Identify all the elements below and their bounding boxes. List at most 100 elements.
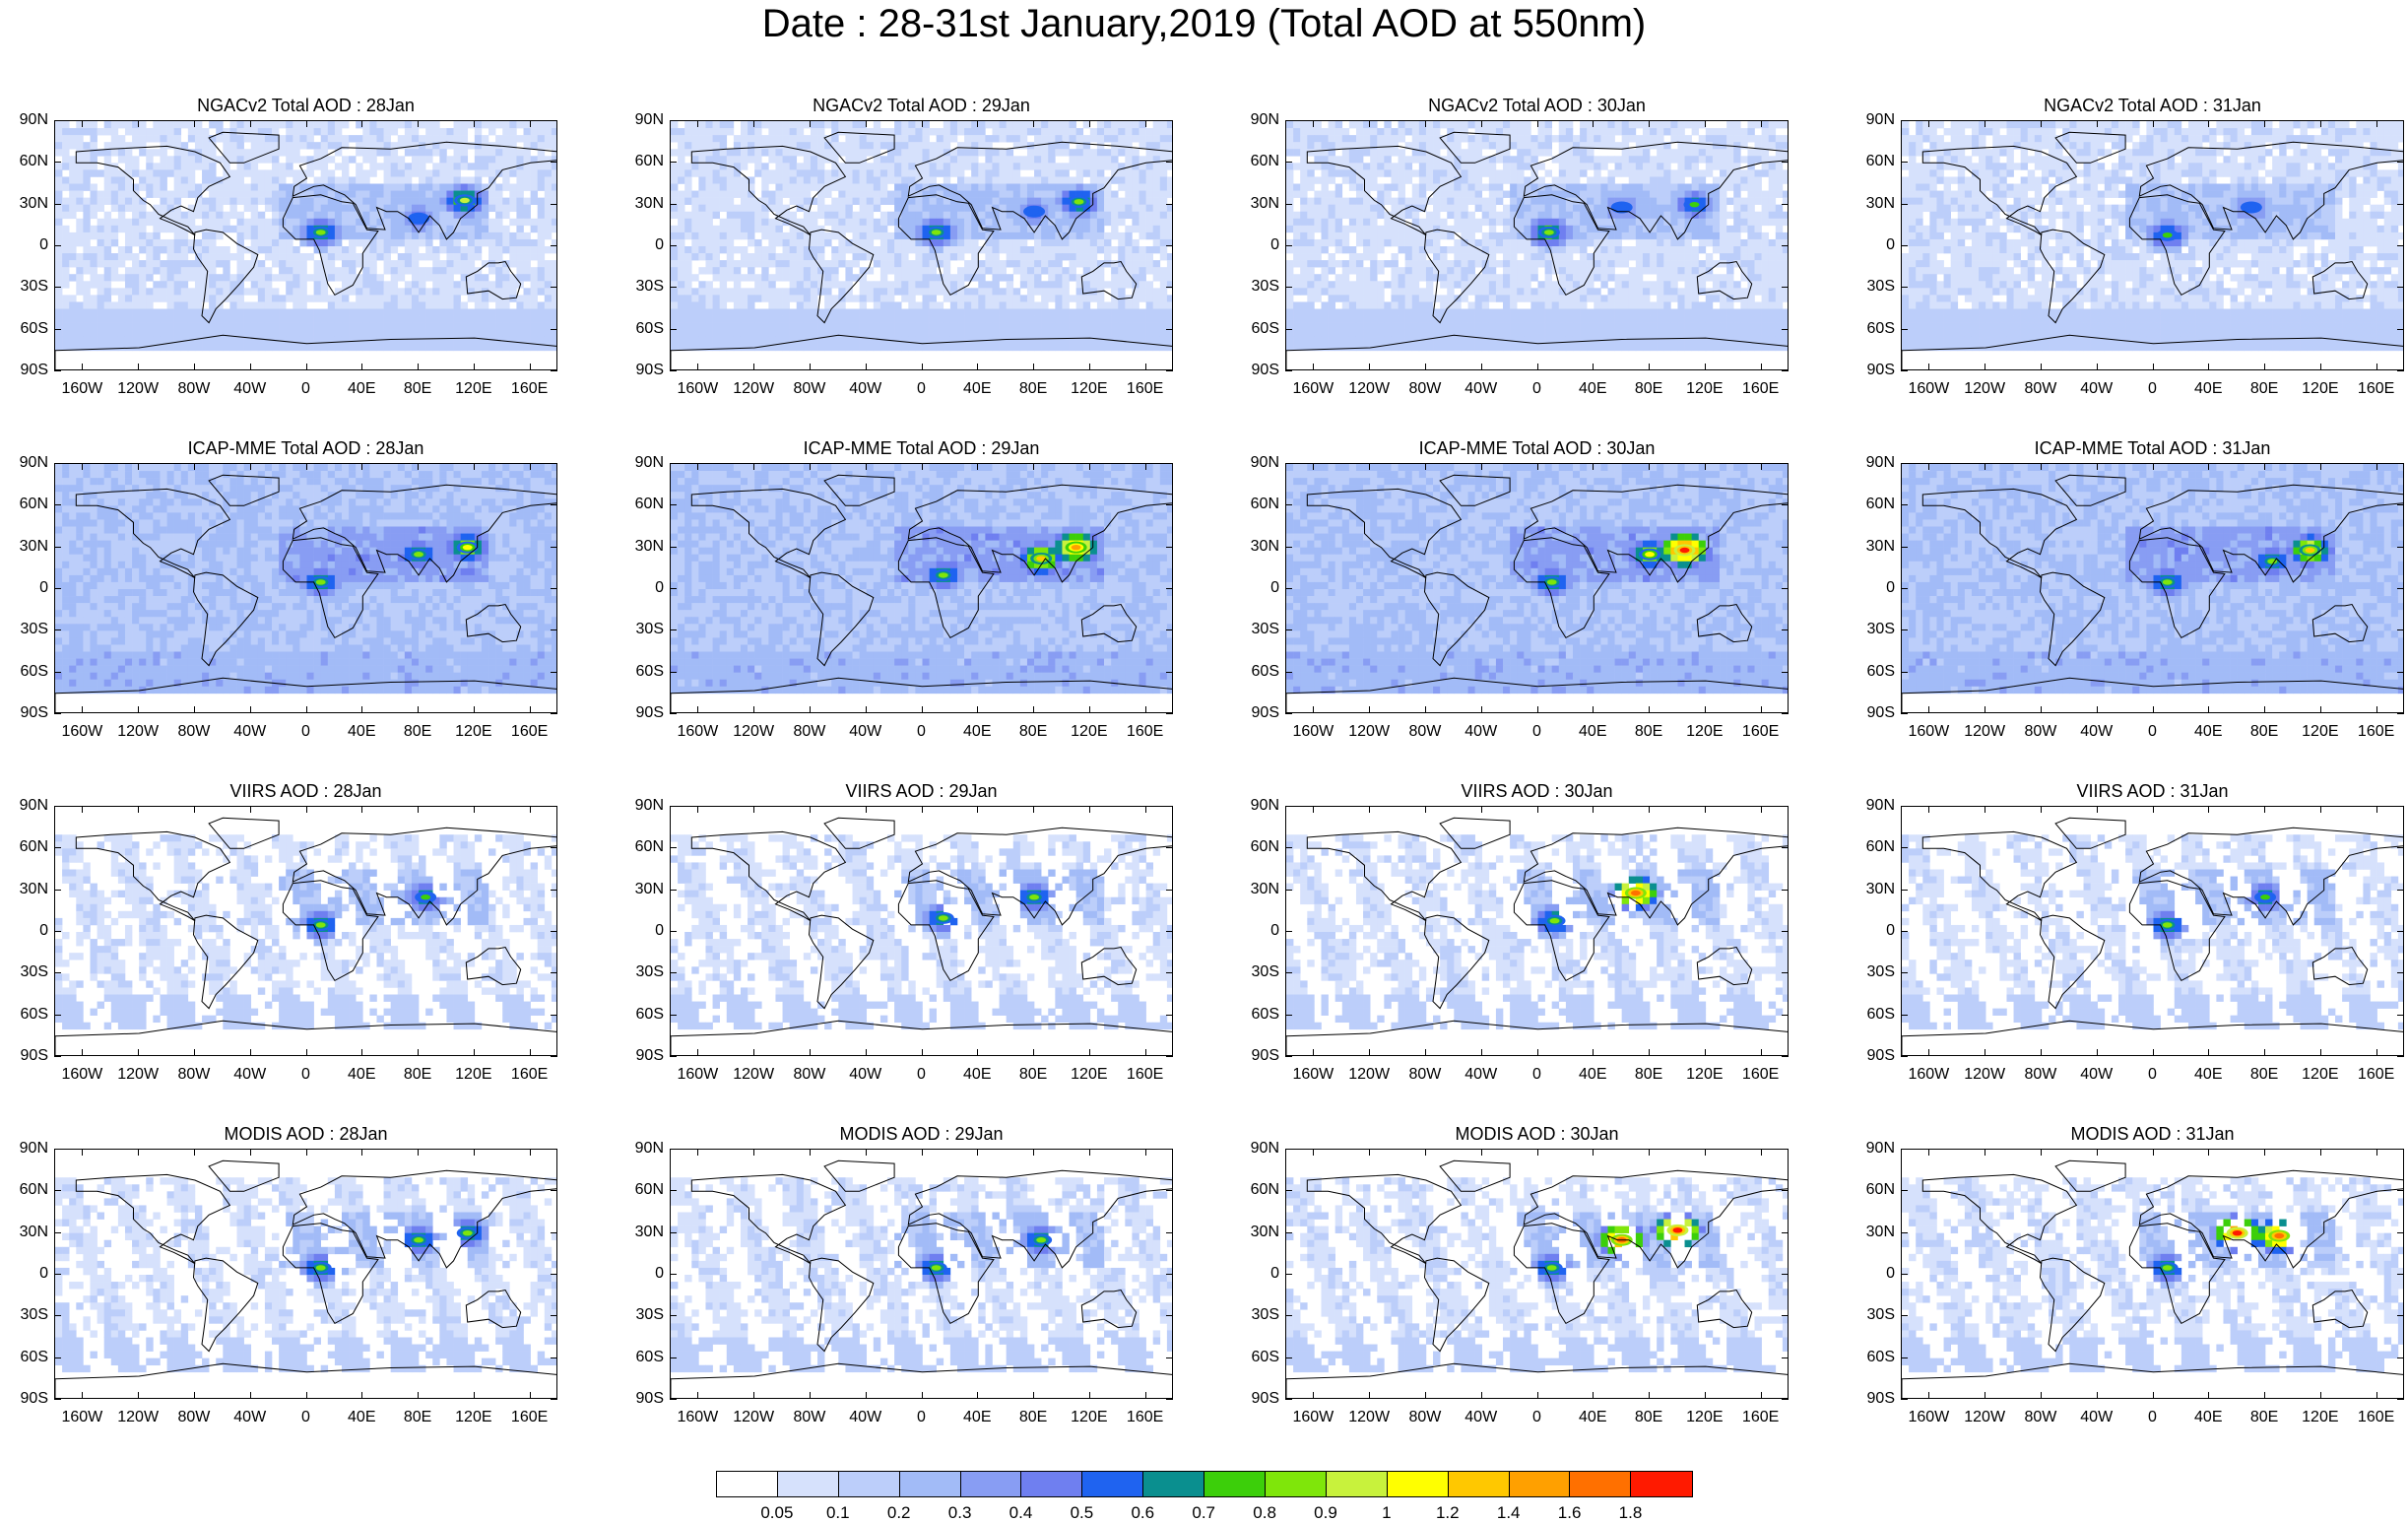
- aod-cell: [124, 246, 133, 254]
- aod-cell: [537, 163, 546, 170]
- aod-cell: [279, 238, 287, 247]
- aod-cell: [1782, 156, 1788, 164]
- aod-cell: [286, 322, 293, 330]
- aod-cell: [887, 218, 895, 227]
- aod-cell: [796, 135, 805, 143]
- aod-cell: [796, 169, 805, 177]
- aod-cell: [250, 176, 259, 184]
- aod-cell: [859, 315, 868, 323]
- aod-cell: [1006, 225, 1014, 233]
- aod-cell: [439, 156, 447, 164]
- aod-cell: [439, 225, 447, 233]
- aod-cell: [971, 246, 979, 254]
- aod-cell: [1082, 315, 1091, 323]
- aod-cell: [117, 274, 126, 282]
- aod-cell: [936, 163, 944, 170]
- aod-cell: [817, 149, 825, 157]
- aod-cell: [810, 253, 818, 261]
- aod-cell: [55, 274, 63, 282]
- aod-cell: [110, 301, 119, 309]
- aod-cell: [537, 336, 546, 345]
- aod-cell: [411, 288, 420, 296]
- aod-cell: [124, 197, 133, 205]
- aod-cell: [551, 301, 556, 309]
- aod-cell: [132, 308, 140, 316]
- aod-cell: [160, 218, 167, 227]
- aod-cell: [523, 183, 531, 191]
- aod-cell: [678, 225, 685, 233]
- aod-cell: [1166, 183, 1172, 191]
- aod-cell: [845, 343, 853, 352]
- aod-cell: [223, 253, 230, 261]
- aod-cell: [1768, 135, 1777, 143]
- aod-cell: [474, 121, 483, 129]
- aod-cell: [817, 142, 825, 150]
- aod-cell: [551, 156, 556, 164]
- aod-cell: [879, 322, 888, 330]
- aod-cell: [691, 253, 699, 261]
- aod-cell: [236, 183, 244, 191]
- aod-cell: [1495, 128, 1504, 136]
- aod-cell: [1026, 274, 1035, 282]
- aod-cell: [768, 142, 776, 150]
- aod-cell: [1537, 128, 1545, 136]
- aod-cell: [1104, 197, 1112, 205]
- lon-tick: [193, 364, 195, 370]
- aod-cell: [1152, 169, 1161, 177]
- aod-cell: [671, 149, 679, 157]
- lat-tick: [670, 328, 677, 330]
- aod-cell: [1041, 295, 1049, 302]
- aod-cell: [943, 121, 951, 129]
- aod-cell: [551, 197, 556, 205]
- aod-cell: [838, 197, 846, 205]
- lon-tick: [921, 364, 923, 370]
- aod-cell: [1355, 121, 1364, 129]
- aod-cell: [264, 315, 273, 323]
- aod-cell: [432, 315, 440, 323]
- aod-cell: [887, 288, 895, 296]
- aod-cell: [509, 322, 517, 330]
- aod-cell: [908, 274, 916, 282]
- aod-cell: [103, 336, 112, 345]
- aod-cell: [173, 225, 182, 233]
- aod-cell: [1307, 135, 1315, 143]
- aod-cell: [474, 322, 483, 330]
- aod-cell: [1524, 135, 1531, 143]
- aod-cell: [768, 253, 776, 261]
- map-panel: NGACv2 Total AOD : 28Jan 90N 60N 30N 0 30S 60S…: [20, 96, 557, 397]
- aod-cell: [55, 163, 63, 170]
- aod-cell: [551, 121, 556, 129]
- aod-cell: [1733, 128, 1741, 136]
- aod-cell: [356, 135, 363, 143]
- aod-cell: [1565, 135, 1574, 143]
- aod-cell: [76, 190, 84, 198]
- aod-cell: [1551, 176, 1560, 184]
- aod-cell: [1062, 315, 1070, 323]
- aod-cell: [768, 322, 776, 330]
- aod-cell: [264, 225, 273, 233]
- aod-cell: [404, 135, 413, 143]
- aod-cell: [1705, 169, 1714, 177]
- aod-cell: [250, 274, 259, 282]
- aod-cell: [1069, 183, 1076, 191]
- aod-cell: [139, 176, 147, 184]
- aod-cell: [229, 336, 237, 345]
- aod-cell: [404, 315, 413, 323]
- aod-cell: [349, 232, 357, 240]
- aod-cell: [257, 274, 266, 282]
- aod-cell: [502, 238, 510, 247]
- aod-cell: [971, 322, 979, 330]
- aod-cell: [775, 295, 783, 302]
- aod-cell: [1321, 169, 1329, 177]
- aod-cell: [684, 288, 692, 296]
- aod-cell: [83, 149, 91, 157]
- aod-cell: [187, 128, 196, 136]
- aod-cell: [782, 253, 790, 261]
- aod-cell: [866, 308, 875, 316]
- aod-cell: [202, 343, 210, 352]
- aod-cell: [1152, 336, 1161, 345]
- aod-cell: [978, 267, 986, 275]
- aod-cell: [460, 163, 469, 170]
- aod-cell: [1139, 281, 1146, 289]
- aod-cell: [1391, 142, 1399, 150]
